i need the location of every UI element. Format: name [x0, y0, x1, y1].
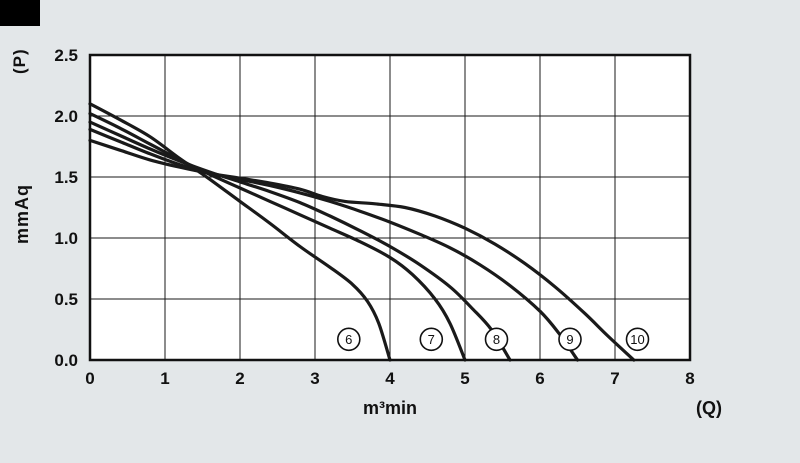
curve-label-text-7: 7 [428, 332, 435, 347]
curve-label-circle-6 [336, 327, 361, 352]
curve-8 [88, 120, 512, 362]
y-tick-label: 2.0 [54, 107, 78, 126]
curve-label-circle-10 [625, 327, 650, 352]
flow-axis-symbol: (Q) [696, 398, 722, 418]
x-tick-label: 3 [310, 369, 319, 388]
curve-label-text-9: 9 [566, 332, 573, 347]
y-tick-label: 0.5 [54, 290, 78, 309]
curve-6 [88, 102, 392, 362]
curve-label-circle-9 [558, 327, 582, 352]
curve-7 [88, 112, 467, 362]
y-tick-label: 1.0 [54, 229, 78, 248]
curve-label-circle-7 [419, 327, 444, 352]
y-tick-label: 0.0 [54, 351, 78, 370]
x-tick-label: 7 [610, 369, 619, 388]
x-tick-label: 6 [535, 369, 544, 388]
y-tick-label: 1.5 [54, 168, 78, 187]
plot-border [88, 53, 692, 362]
x-tick-label: 2 [235, 369, 244, 388]
curve-label-text-10: 10 [630, 332, 644, 347]
x-axis-label: m³min [363, 398, 417, 418]
curve-label-text-6: 6 [345, 332, 352, 347]
x-tick-label: 1 [160, 369, 169, 388]
curve-label-text-8: 8 [493, 332, 500, 347]
x-tick-label: 8 [685, 369, 694, 388]
y-tick-label: 2.5 [54, 46, 78, 65]
curve-9 [88, 127, 580, 362]
x-tick-label: 0 [85, 369, 94, 388]
x-tick-label: 5 [460, 369, 469, 388]
x-tick-label: 4 [385, 369, 395, 388]
curve-label-circle-8 [484, 327, 509, 352]
curve-10 [88, 138, 636, 362]
page-corner-mark [0, 0, 40, 26]
